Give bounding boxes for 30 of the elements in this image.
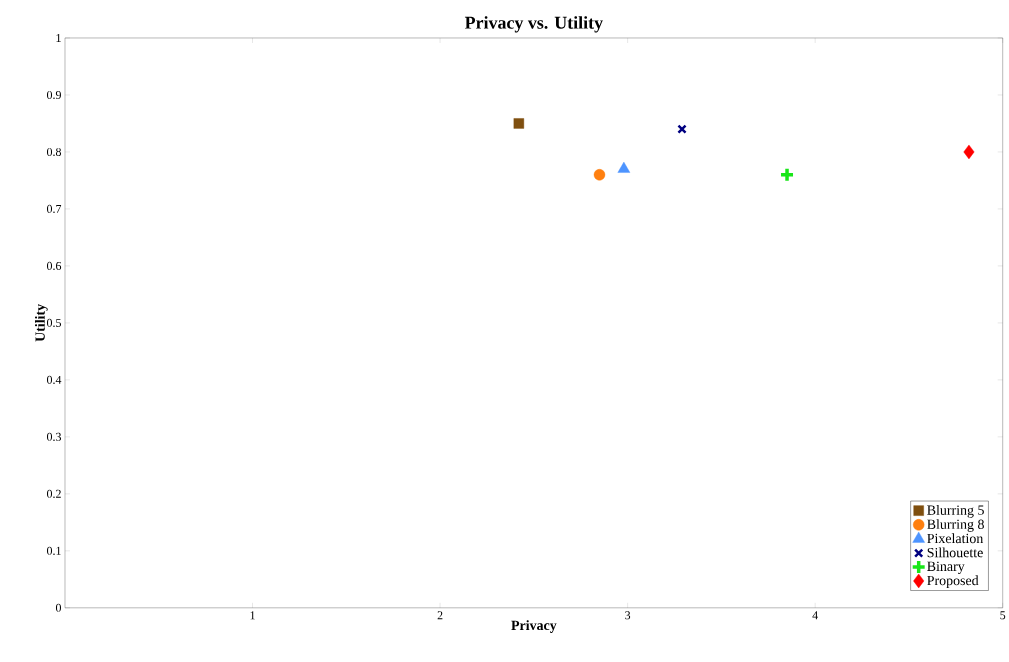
y-tick-label: 0 [55,603,61,612]
y-tick-label: 0.6 [46,261,62,271]
legend-label: Pixelation [927,533,984,544]
y-axis-title: Utility [34,304,48,342]
y-tick-label: 0.9 [46,91,61,100]
legend-label: Proposed [927,575,979,589]
legend-label: Blurring 5 [927,505,984,518]
y-tick-label: 0.7 [46,204,62,214]
x-tick-label: 3 [625,611,631,620]
x-axis-title: Privacy [511,620,557,633]
point [677,124,687,135]
x-tick-label: 4 [812,611,818,620]
x-tick-label: 1 [250,611,255,620]
y-tick-label: 0.8 [46,147,61,157]
legend-label: Binary [927,561,965,574]
x-tick-label: 5 [1000,611,1006,620]
x-tick-label: 2 [437,611,443,620]
chart-title: Privacy vs. Utility [464,16,603,33]
y-tick-label: 1 [56,34,61,43]
y-tick-label: 0.2 [46,489,61,498]
y-tick-label: 0.3 [46,432,61,442]
point [963,144,975,160]
point [779,167,795,183]
y-tick-label: 0.1 [46,546,61,555]
point [593,169,606,181]
y-tick-label: 0.5 [46,318,61,328]
legend-label: Blurring 8 [927,519,984,532]
point [513,118,525,129]
y-tick-label: 0.4 [46,375,62,385]
legend-label: Silhouette [927,547,983,558]
